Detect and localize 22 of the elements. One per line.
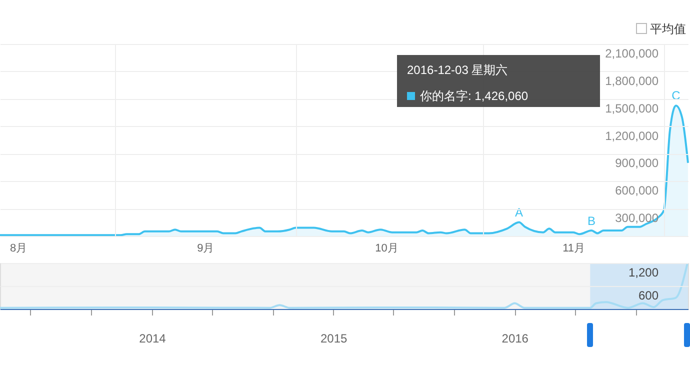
tooltip-panel: 2016-12-03 星期六 你的名字: 1,426,060 <box>397 55 600 107</box>
y-tick-label: 2,100,000 <box>605 46 659 60</box>
x-tick-label: 2014 <box>139 332 166 346</box>
y-tick-label: 1,200,000 <box>605 128 659 143</box>
x-tick-label: 2016 <box>502 332 529 346</box>
y-tick-label: 1,200 <box>628 266 659 280</box>
x-tick-label: 2015 <box>320 332 348 346</box>
text: 平均值 <box>650 22 686 36</box>
y-tick-label: 600 <box>638 288 659 302</box>
x-tick-label: 8月 <box>10 242 28 254</box>
x-tick-label: 11月 <box>562 242 586 254</box>
y-tick-label: 1,500,000 <box>605 101 659 116</box>
x-tick-label: 10月 <box>375 242 398 254</box>
y-tick-label: 300,000 <box>615 211 659 226</box>
y-tick-label: 600,000 <box>615 184 659 198</box>
y-tick-label: 900,000 <box>615 156 659 170</box>
annotation: : 1,426,060 <box>468 89 528 103</box>
legend-label: 你的名字 <box>420 89 468 103</box>
annotation: B <box>587 214 596 228</box>
y-tick-label: 1,800,000 <box>605 74 659 88</box>
x-tick-label: 9月 <box>197 242 214 254</box>
annotation: 2016-12-03 星期六 <box>407 62 508 79</box>
